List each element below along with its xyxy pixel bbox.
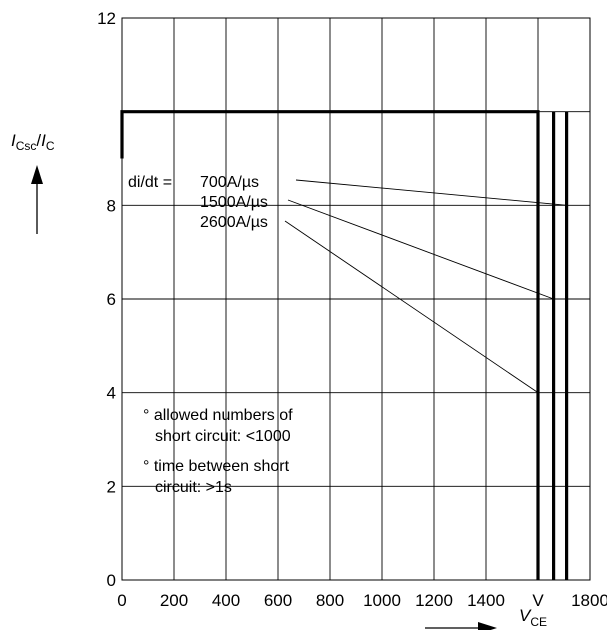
y-tick-label: 4 [107, 384, 116, 403]
y-axis-arrow [31, 165, 43, 234]
note-time-between-line-1: ° time between short [143, 458, 290, 475]
note-time-between-line-2: circuit: >1s [155, 479, 232, 496]
rate-label-700: 700A/µs [200, 174, 259, 191]
x-tick-label: 800 [316, 591, 344, 610]
y-axis-label-sub1: Csc [16, 139, 37, 153]
x-axis-arrow [425, 622, 497, 630]
x-tick-label: 200 [160, 591, 188, 610]
leader-line-3 [284, 220, 539, 394]
series-line-1 [120, 110, 540, 580]
x-tick-label: 600 [264, 591, 292, 610]
y-axis-label-i1: I [11, 131, 16, 150]
x-tick-label: 1800 [571, 591, 607, 610]
x-tick-label: 400 [212, 591, 240, 610]
rate-label-1500: 1500A/µs [200, 194, 268, 211]
series-group [120, 110, 569, 580]
y-axis-label: ICsc/IC [11, 131, 55, 153]
leader-line-1 [295, 179, 567, 206]
x-tick-label: 1400 [467, 591, 505, 610]
didt-label: di/dt = [128, 174, 172, 191]
y-tick-label: 6 [107, 290, 116, 309]
plot-border [121, 17, 591, 581]
leader-lines [284, 179, 567, 394]
x-tick-label: V [532, 591, 544, 610]
y-tick-label: 2 [107, 477, 116, 496]
note-allowed-number-line-1: ° allowed numbers of [143, 407, 293, 424]
y-axis-label-slash: / [36, 131, 41, 150]
rate-label-2600: 2600A/µs [200, 214, 268, 231]
x-tick-label: 1200 [415, 591, 453, 610]
y-tick-labels: 0 2 4 6 8 12 [97, 9, 116, 590]
y-axis-label-i2: I [41, 131, 46, 150]
y-tick-label: 12 [97, 9, 116, 28]
x-tick-label: 1000 [363, 591, 401, 610]
x-axis-label: VCE [519, 606, 547, 629]
x-tick-labels: 0 200 400 600 800 1000 1200 1400 V 1800 [117, 591, 607, 610]
y-tick-label: 0 [107, 571, 116, 590]
x-tick-label: 0 [117, 591, 126, 610]
x-axis-label-v: V [519, 606, 532, 625]
y-tick-label: 8 [107, 196, 116, 215]
y-axis-label-sub2: C [46, 139, 55, 153]
note-allowed-number-line-2: short circuit: <1000 [155, 428, 291, 445]
x-axis-label-sub: CE [530, 615, 547, 629]
leader-line-2 [287, 199, 554, 300]
plot-frame [121, 17, 591, 581]
